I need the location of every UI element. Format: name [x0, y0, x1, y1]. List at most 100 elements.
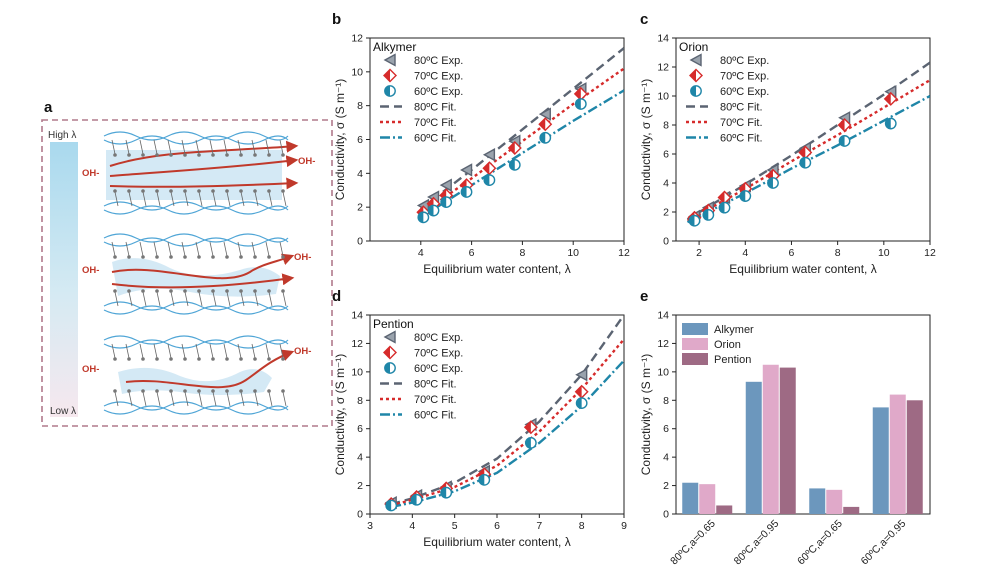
side-chain-head	[211, 153, 215, 157]
x-tick-label: 3	[367, 520, 373, 532]
legend-label: 70ºC Fit.	[414, 394, 457, 406]
y-tick-label: 14	[657, 33, 669, 45]
side-chain-head	[127, 357, 131, 361]
side-chain-head	[169, 255, 173, 259]
hydration-gradient-bar	[50, 142, 78, 417]
side-chain	[170, 291, 175, 307]
legend: 80ºC Exp. 70ºC Exp. 60ºC Exp. 80ºC Fit. 70ºC…	[686, 53, 769, 145]
side-chain-head	[155, 189, 159, 193]
side-chain-head	[267, 255, 271, 259]
side-chain	[184, 191, 189, 207]
side-chain-head	[211, 189, 215, 193]
data-point-70-fill	[718, 191, 725, 204]
ion-label-in-3: OH-	[82, 364, 99, 375]
side-chain-head	[127, 289, 131, 293]
x-tick-label: 4	[409, 520, 415, 532]
data-point-80	[575, 368, 588, 382]
legend-label: 80ºC Exp.	[720, 55, 769, 67]
side-chain-head	[127, 389, 131, 393]
side-chain-head	[113, 289, 117, 293]
legend-label: 80ºC Fit.	[414, 379, 457, 391]
ion-label-out-3: OH-	[294, 346, 311, 357]
chart-title: Alkymer	[373, 40, 416, 54]
ion-label-out-2: OH-	[294, 252, 311, 263]
bar-alkymer	[682, 482, 699, 514]
legend-marker-fill	[690, 85, 696, 97]
plot-frame	[675, 314, 931, 515]
panel-a-label: a	[44, 99, 53, 116]
side-chain-head	[197, 153, 201, 157]
y-tick-label: 6	[357, 134, 363, 146]
data-point-60-fill	[484, 174, 490, 186]
x-tick-label: 6	[494, 520, 500, 532]
side-chain	[226, 191, 231, 207]
data-point-60-fill	[479, 474, 485, 486]
y-tick-label: 8	[663, 395, 669, 407]
category-label: 60ºC,a=0.95	[859, 518, 909, 568]
data-point-80	[538, 107, 551, 121]
side-chain-head	[225, 357, 229, 361]
bar-alkymer	[872, 407, 889, 514]
side-chain	[111, 241, 116, 257]
side-chain-head	[169, 389, 173, 393]
side-chain	[240, 391, 245, 407]
side-chain	[223, 343, 228, 359]
side-chain	[209, 241, 214, 257]
x-tick-label: 12	[924, 247, 936, 259]
side-chain-head	[281, 153, 285, 157]
y-tick-label: 2	[357, 480, 363, 492]
side-chain-head	[211, 389, 215, 393]
side-chain	[170, 191, 175, 207]
side-chain	[195, 241, 200, 257]
data-point-70-fill	[508, 141, 515, 154]
bar-pention	[906, 400, 923, 514]
data-point-60-fill	[575, 98, 581, 110]
side-chain-head	[281, 389, 285, 393]
side-chain	[184, 291, 189, 307]
side-chain	[212, 191, 217, 207]
y-tick-label: 4	[357, 168, 363, 180]
side-chain	[167, 139, 172, 155]
legend-label: 80ºC Exp.	[414, 55, 463, 67]
plot-area	[686, 61, 930, 227]
side-chain-head	[113, 357, 117, 361]
side-chain-head	[183, 153, 187, 157]
data-point-60-fill	[461, 186, 467, 198]
side-chain-head	[155, 357, 159, 361]
side-chain	[153, 241, 158, 257]
side-chain	[125, 241, 130, 257]
side-chain	[282, 391, 287, 407]
side-chain-head	[239, 357, 243, 361]
data-point-70-fill	[884, 92, 891, 105]
y-tick-label: 2	[663, 207, 669, 219]
side-chain-head	[183, 389, 187, 393]
y-tick-label: 14	[351, 310, 363, 322]
data-point-70-fill	[574, 87, 581, 100]
y-tick-label: 0	[357, 236, 363, 248]
plot-frame	[369, 314, 625, 515]
data-point-60-fill	[428, 205, 434, 216]
y-tick-label: 6	[663, 423, 669, 435]
y-tick-label: 6	[663, 149, 669, 161]
chart-b: b 0 2 4 6 8 10 12 Conductivity, σ (S m⁻¹) 4 6 8 10 12…	[332, 11, 630, 276]
category-label: 60ºC,a=0.65	[795, 518, 845, 568]
legend-label: 60ºC Exp.	[720, 86, 769, 98]
x-tick-label: 4	[418, 247, 424, 259]
x-tick-label: 10	[567, 247, 579, 259]
side-chain-head	[169, 189, 173, 193]
side-chain	[279, 139, 284, 155]
legend-label: 70ºC Fit.	[720, 117, 763, 129]
legend-label: 70ºC Fit.	[414, 117, 457, 129]
data-point-70-fill	[524, 421, 531, 434]
side-chain-head	[155, 289, 159, 293]
x-tick-label: 10	[878, 247, 890, 259]
y-axis-label: Conductivity, σ (S m⁻¹)	[333, 354, 347, 476]
side-chain-head	[141, 153, 145, 157]
side-chain-head	[127, 255, 131, 259]
polymer-side-chains	[111, 139, 287, 407]
side-chain-head	[225, 255, 229, 259]
side-chain-head	[267, 153, 271, 157]
legend: 80ºC Exp. 70ºC Exp. 60ºC Exp. 80ºC Fit. 70ºC…	[380, 53, 463, 145]
side-chain	[128, 191, 133, 207]
